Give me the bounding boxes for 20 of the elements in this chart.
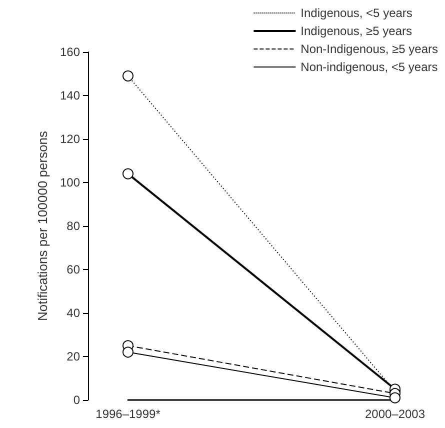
x-tick-label: 1996–1999* xyxy=(96,407,161,421)
y-tick-label: 100 xyxy=(60,176,80,190)
legend-label: Non-Indigenous, ≥5 years xyxy=(300,42,438,56)
point xyxy=(390,392,400,404)
y-tick-label: 140 xyxy=(60,88,80,102)
point xyxy=(122,70,134,82)
y-tick-label: 40 xyxy=(66,306,80,320)
point xyxy=(122,168,134,180)
y-tick-label: 160 xyxy=(60,45,80,59)
y-tick-label: 80 xyxy=(66,219,80,233)
x-tick-label: 2000–2003 xyxy=(364,407,426,421)
y-tick-label: 20 xyxy=(66,350,80,364)
y-axis-title: Notifications per 100000 persons xyxy=(35,130,50,322)
point xyxy=(122,346,134,358)
legend-label: Indigenous, <5 years xyxy=(300,6,412,20)
legend-label: Non-indigenous, <5 years xyxy=(300,60,438,74)
legend-label: Indigenous, ≥5 years xyxy=(300,24,412,38)
y-tick-label: 0 xyxy=(73,393,80,407)
y-tick-label: 120 xyxy=(60,132,80,146)
y-tick-label: 60 xyxy=(66,262,80,276)
